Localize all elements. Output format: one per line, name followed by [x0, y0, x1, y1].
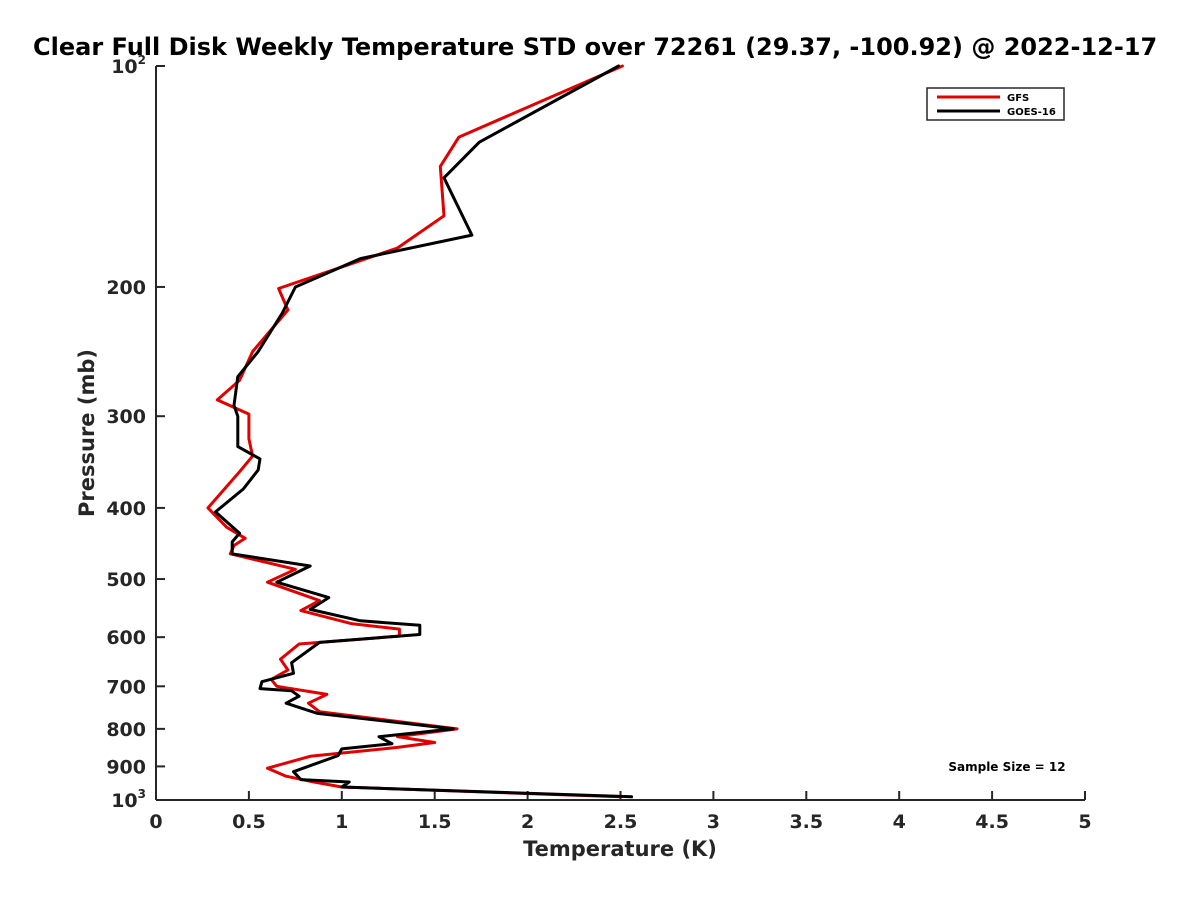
x-tick-label: 2 — [521, 811, 534, 833]
sample-size-annotation: Sample Size = 12 — [948, 760, 1065, 774]
y-tick-label: 103 — [111, 787, 146, 812]
legend-label: GOES-16 — [1007, 107, 1056, 118]
legend-label: GFS — [1007, 93, 1029, 104]
x-tick-label: 1.5 — [418, 811, 452, 833]
y-tick-label: 300 — [106, 406, 146, 428]
series-line-gfs — [206, 64, 624, 799]
x-tick-label: 3.5 — [789, 811, 823, 833]
y-tick-label: 800 — [106, 719, 146, 741]
legend: GFS GOES-16 — [926, 87, 1065, 121]
x-tick-label: 2.5 — [604, 811, 638, 833]
y-tick-label: 200 — [106, 277, 146, 299]
y-axis-label: Pressure (mb) — [75, 349, 99, 517]
x-axis-label: Temperature (K) — [523, 837, 717, 861]
legend-box — [926, 87, 1065, 121]
chart-title: Clear Full Disk Weekly Temperature STD o… — [33, 33, 1157, 61]
y-tick-label: 400 — [106, 498, 146, 520]
x-tick-label: 3 — [707, 811, 720, 833]
x-tick-label: 4.5 — [975, 811, 1009, 833]
y-tick-label: 600 — [106, 627, 146, 649]
y-tick-label: 900 — [106, 756, 146, 778]
x-tick-label: 0 — [149, 811, 162, 833]
x-tick-label: 4 — [893, 811, 906, 833]
x-tick-label: 0.5 — [232, 811, 266, 833]
series-line-goes-16 — [214, 64, 634, 799]
y-tick-label: 102 — [111, 53, 146, 78]
y-tick-label: 500 — [106, 569, 146, 591]
x-tick-label: 5 — [1078, 811, 1091, 833]
y-tick-label: 700 — [106, 676, 146, 698]
x-tick-label: 1 — [335, 811, 348, 833]
